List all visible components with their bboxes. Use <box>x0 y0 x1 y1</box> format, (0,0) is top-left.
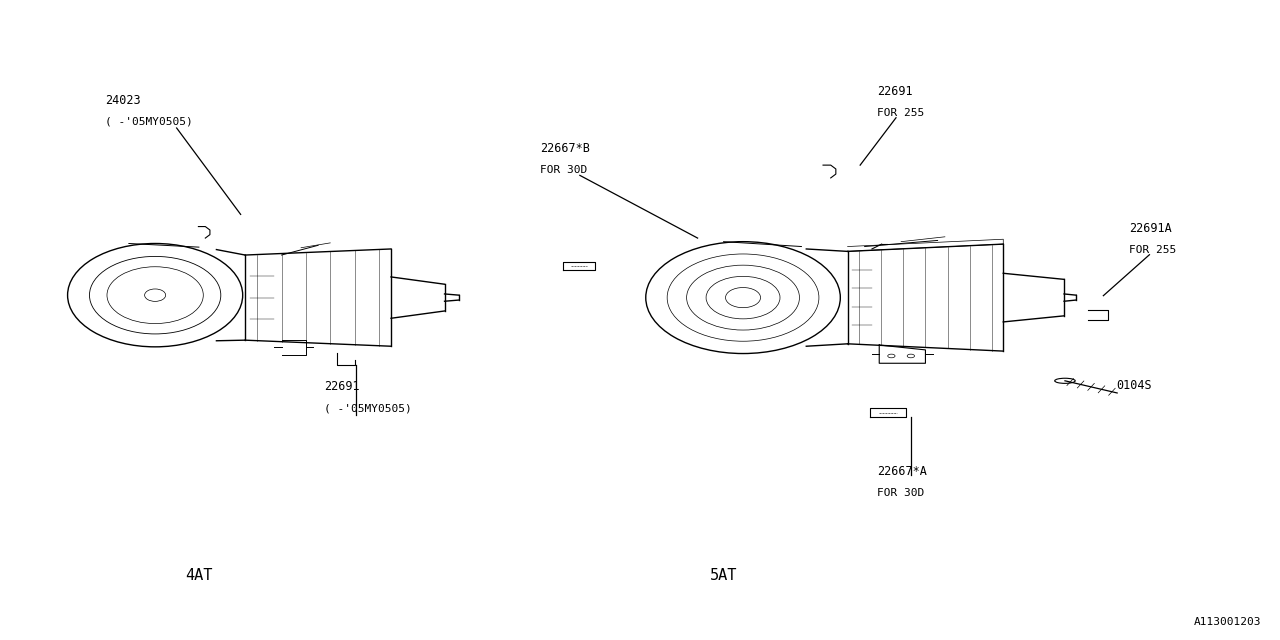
Text: FOR 30D: FOR 30D <box>877 488 924 498</box>
Text: 22691A: 22691A <box>1129 221 1171 235</box>
Text: ( -'05MY0505): ( -'05MY0505) <box>105 116 193 127</box>
Text: FOR 255: FOR 255 <box>877 108 924 118</box>
Text: FOR 30D: FOR 30D <box>540 165 588 175</box>
Text: 5AT: 5AT <box>709 568 737 584</box>
Text: ( -'05MY0505): ( -'05MY0505) <box>324 404 412 413</box>
Text: 22667*A: 22667*A <box>877 465 927 478</box>
Text: 4AT: 4AT <box>184 568 212 584</box>
Text: 22691: 22691 <box>324 380 360 394</box>
Text: FOR 255: FOR 255 <box>1129 244 1176 255</box>
Text: A113001203: A113001203 <box>1193 617 1261 627</box>
Text: 24023: 24023 <box>105 93 141 107</box>
Text: 22691: 22691 <box>877 84 913 98</box>
Text: 0104S: 0104S <box>1116 379 1152 392</box>
Text: 22667*B: 22667*B <box>540 142 590 156</box>
Ellipse shape <box>1055 378 1075 383</box>
